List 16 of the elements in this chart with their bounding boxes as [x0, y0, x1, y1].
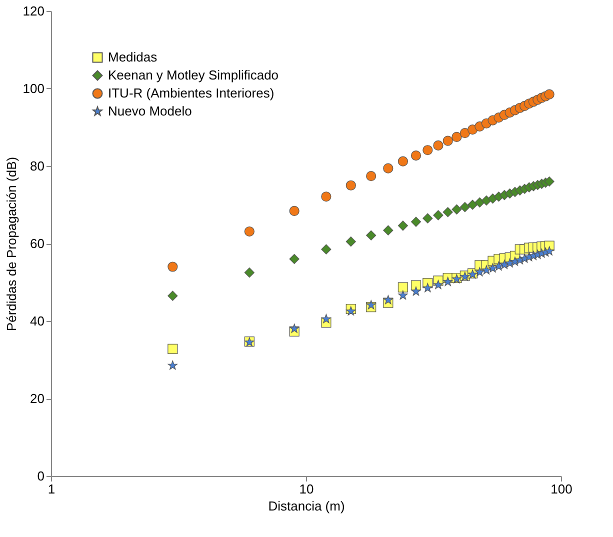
legend-label: Nuevo Modelo: [108, 104, 192, 118]
legend-label: Keenan y Motley Simplificado: [108, 68, 279, 82]
y-tick-label: 0: [37, 468, 44, 484]
y-tick-label: 60: [30, 236, 44, 251]
y-tick-label: 100: [22, 81, 44, 96]
y-axis-title: Pérdidas de Propagación (dB): [4, 156, 19, 332]
x-tick-label: 10: [299, 482, 314, 496]
x-tick-label: 1: [48, 482, 56, 496]
legend-label: ITU-R (Ambientes Interiores): [108, 86, 274, 100]
y-tick-label: 40: [30, 314, 44, 328]
x-tick-label: 100: [550, 482, 572, 496]
y-tick-label: 20: [30, 391, 44, 406]
y-tick-label: 120: [22, 4, 44, 18]
legend-label: Medidas: [108, 50, 158, 64]
x-axis-title: Distancia (m): [268, 498, 345, 514]
y-tick-label: 80: [30, 158, 44, 174]
